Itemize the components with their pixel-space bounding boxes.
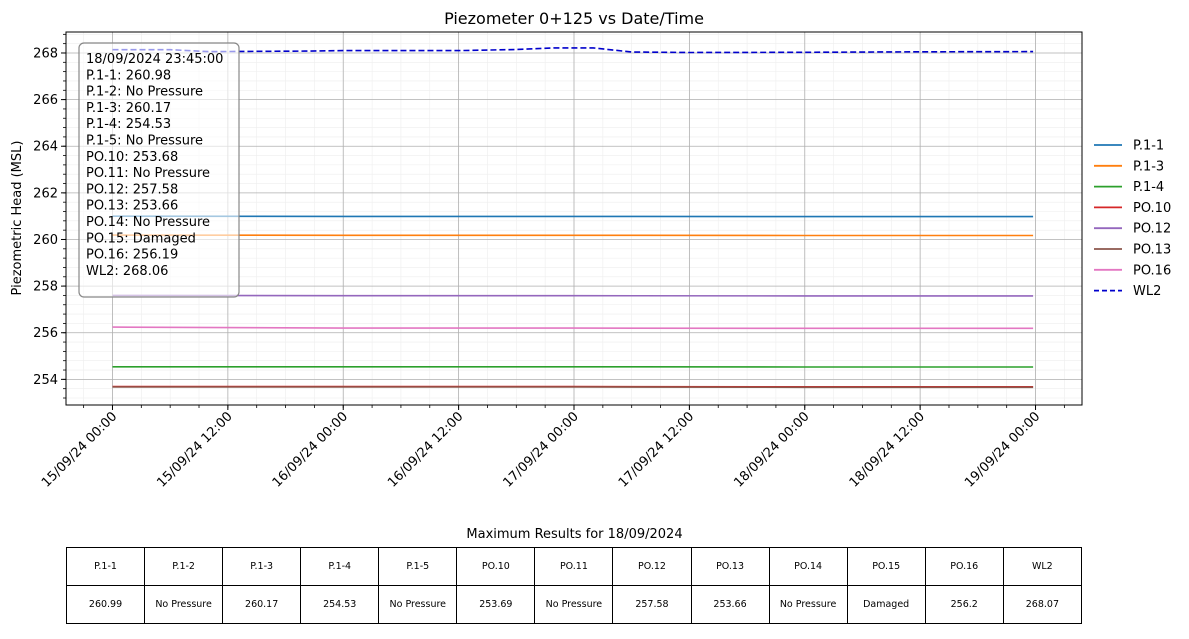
results-value-cell: No Pressure — [144, 585, 224, 624]
x-tick-label: 16/09/24 00:00 — [270, 409, 351, 490]
y-axis-label: Piezometric Head (MSL) — [10, 141, 25, 296]
y-tick-label: 260 — [33, 233, 58, 248]
results-header-cell: P.1-4 — [300, 547, 380, 586]
results-value-cell: No Pressure — [534, 585, 614, 624]
results-header-cell: P.1-1 — [65, 547, 146, 586]
annotation-line: P.1-2: No Pressure — [86, 85, 203, 100]
annotation-line: WL2: 268.06 — [86, 264, 168, 279]
chart-title: Piezometer 0+125 vs Date/Time — [444, 9, 704, 28]
annotation-line: PO.14: No Pressure — [86, 215, 210, 230]
legend-label: WL2 — [1133, 284, 1161, 299]
annotation-line: PO.15: Damaged — [86, 231, 196, 246]
annotation-line: PO.16: 256.19 — [86, 248, 178, 263]
annotation-line: P.1-1: 260.98 — [86, 68, 171, 83]
results-value-cell: 254.53 — [300, 585, 380, 624]
x-tick-label: 15/09/24 12:00 — [154, 409, 235, 490]
results-value-cell: 253.66 — [690, 585, 770, 624]
results-value-cell: No Pressure — [768, 585, 848, 624]
results-header-cell: WL2 — [1002, 547, 1083, 586]
results-value-row: 260.99 No Pressure 260.17 254.53 No Pressure… — [65, 585, 1083, 624]
results-value-cell: No Pressure — [378, 585, 458, 624]
results-section: Maximum Results for 18/09/2024 P.1-1 P.1-… — [65, 525, 1083, 624]
legend-label: P.1-3 — [1133, 159, 1164, 174]
legend-label: PO.13 — [1133, 243, 1171, 258]
results-value-cell: 253.69 — [456, 585, 536, 624]
series-line-po-12 — [112, 294, 1034, 297]
series-line-po-16 — [112, 326, 1034, 330]
y-tick-label: 262 — [33, 186, 58, 201]
legend-label: PO.12 — [1133, 222, 1171, 237]
results-header-cell: PO.16 — [924, 547, 1004, 586]
x-tick-label: 18/09/24 00:00 — [731, 409, 812, 490]
annotation-line: PO.12: 257.58 — [86, 182, 178, 197]
x-tick-label: 17/09/24 12:00 — [616, 409, 697, 490]
results-header-row: P.1-1 P.1-2 P.1-3 P.1-4 P.1-5 PO.10 PO.11 PO.12… — [65, 547, 1083, 586]
x-tick-label: 16/09/24 12:00 — [385, 409, 466, 490]
y-tick-label: 256 — [33, 326, 58, 341]
legend-label: P.1-1 — [1133, 139, 1164, 154]
legend-label: PO.10 — [1133, 201, 1171, 216]
annotation-line: PO.10: 253.68 — [86, 150, 178, 165]
results-value-cell: 256.2 — [924, 585, 1004, 624]
y-tick-label: 254 — [33, 373, 58, 388]
annotation-line: P.1-5: No Pressure — [86, 134, 203, 149]
results-value-cell: 260.17 — [222, 585, 302, 624]
results-value-cell: 260.99 — [65, 585, 146, 624]
y-tick-label: 258 — [33, 280, 58, 295]
legend-label: PO.16 — [1133, 263, 1171, 278]
x-tick-label: 15/09/24 00:00 — [39, 409, 120, 490]
x-tick-label: 17/09/24 00:00 — [501, 409, 582, 490]
results-header-cell: PO.13 — [690, 547, 770, 586]
annotation-frame — [78, 42, 240, 298]
results-table-title: Maximum Results for 18/09/2024 — [466, 527, 683, 542]
y-tick-label: 268 — [33, 46, 58, 61]
results-value-cell: Damaged — [846, 585, 926, 624]
x-tick-label: 18/09/24 12:00 — [847, 409, 928, 490]
annotation-line: P.1-4: 254.53 — [86, 117, 171, 132]
y-tick-label: 266 — [33, 93, 58, 108]
x-tick-label: 19/09/24 00:00 — [962, 409, 1043, 490]
legend-label: P.1-4 — [1133, 180, 1164, 195]
annotation-line: PO.13: 253.66 — [86, 199, 178, 214]
results-header-cell: P.1-2 — [144, 547, 224, 586]
results-header-cell: PO.15 — [846, 547, 926, 586]
legend: P.1-1 P.1-3 P.1-4 PO.10 PO.12 PO.13 PO.16 WL2 — [1094, 139, 1171, 299]
line-chart: 15/09/24 00:00 15/09/24 12:00 16/09/24 00:… — [10, 9, 1171, 491]
results-header-cell: PO.12 — [612, 547, 692, 586]
annotation-line: 18/09/2024 23:45:00 — [86, 52, 223, 67]
annotation-line: P.1-3: 260.17 — [86, 101, 171, 116]
results-header-cell: PO.14 — [768, 547, 848, 586]
y-tick-label: 264 — [33, 140, 58, 155]
annotation-line: PO.11: No Pressure — [86, 166, 210, 181]
results-header-cell: P.1-3 — [222, 547, 302, 586]
results-value-cell: 257.58 — [612, 585, 692, 624]
value-annotation-box: 18/09/2024 23:45:00P.1-1: 260.98 P.1-2: N… — [78, 42, 240, 298]
results-header-cell: P.1-5 — [378, 547, 458, 586]
results-header-cell: PO.11 — [534, 547, 614, 586]
results-value-cell: 268.07 — [1002, 585, 1083, 624]
results-table: P.1-1 P.1-2 P.1-3 P.1-4 P.1-5 PO.10 PO.11 PO.12… — [65, 547, 1083, 624]
results-header-cell: PO.10 — [456, 547, 536, 586]
